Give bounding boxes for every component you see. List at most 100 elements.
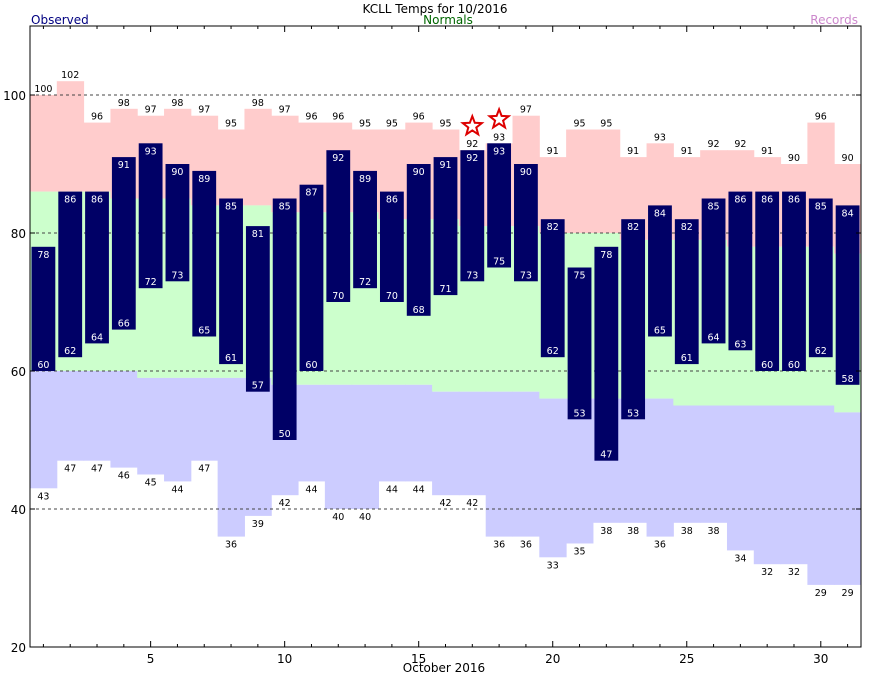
record-high-label: 95: [359, 119, 371, 130]
observed-bar: [782, 191, 806, 371]
observed-low-label: 62: [815, 346, 827, 357]
observed-low-label: 64: [91, 332, 103, 343]
record-low-band: [405, 384, 433, 482]
observed-high-label: 86: [91, 195, 103, 206]
observed-bar: [31, 246, 56, 371]
record-low-band: [485, 391, 514, 537]
observed-high-label: 93: [493, 146, 505, 157]
observed-high-label: 75: [573, 271, 585, 282]
record-low-band: [700, 405, 728, 523]
record-high-label: 97: [145, 105, 157, 116]
observed-bar: [648, 205, 672, 337]
record-high-label: 91: [627, 146, 639, 157]
record-low-label: 40: [359, 512, 371, 523]
observed-bar: [58, 191, 83, 358]
observed-high-label: 85: [225, 202, 237, 213]
observed-bar: [460, 150, 485, 282]
record-high-label: 97: [520, 105, 532, 116]
observed-high-label: 86: [734, 195, 746, 206]
record-low-band: [780, 405, 808, 565]
observed-bar: [326, 150, 351, 302]
observed-low-label: 75: [493, 257, 505, 268]
observed-high-label: 85: [815, 202, 827, 213]
record-high-band: [30, 95, 58, 192]
record-high-band: [244, 108, 272, 206]
record-high-band: [592, 129, 621, 233]
observed-high-label: 92: [332, 153, 344, 164]
observed-bar: [353, 170, 377, 289]
observed-bar: [85, 191, 109, 344]
observed-low-label: 57: [252, 381, 264, 392]
observed-high-label: 84: [654, 208, 666, 219]
observed-bar: [728, 191, 753, 351]
x-tick-label: 25: [679, 652, 694, 666]
observed-low-label: 65: [198, 326, 210, 337]
observed-high-label: 93: [145, 146, 157, 157]
observed-bar: [540, 219, 565, 358]
record-high-band: [83, 122, 111, 192]
observed-low-label: 60: [305, 360, 317, 371]
observed-bar: [138, 143, 163, 289]
record-high-label: 95: [386, 119, 398, 130]
observed-high-label: 86: [788, 195, 800, 206]
observed-low-label: 72: [145, 277, 157, 288]
observed-high-label: 82: [681, 222, 693, 233]
record-low-band: [646, 398, 674, 537]
plot-area: 100 43 78 60 102 47 86 62 96 47 86 64 98 46 91 66 97 45 93…: [3, 25, 862, 666]
observed-bar: [245, 226, 270, 392]
record-high-label: 100: [34, 84, 52, 95]
record-low-label: 36: [493, 540, 505, 551]
record-low-label: 34: [734, 553, 746, 564]
legend-records: Records: [810, 13, 858, 27]
observed-low-label: 65: [654, 326, 666, 337]
record-star-icon: [460, 113, 485, 137]
record-high-label: 90: [788, 153, 800, 164]
observed-low-label: 60: [37, 360, 49, 371]
record-high-label: 95: [573, 119, 585, 130]
observed-high-label: 89: [359, 174, 371, 185]
record-low-band: [298, 384, 326, 482]
record-star-icon: [486, 106, 512, 130]
observed-high-label: 86: [64, 195, 76, 206]
observed-bar: [272, 198, 297, 440]
observed-low-label: 47: [600, 450, 612, 461]
observed-bar: [701, 198, 726, 344]
observed-high-label: 92: [466, 153, 478, 164]
record-high-label: 93: [493, 132, 505, 143]
record-low-band: [30, 371, 58, 489]
observed-high-label: 90: [413, 167, 425, 178]
x-tick-label: 20: [545, 652, 560, 666]
record-low-label: 36: [520, 540, 532, 551]
observed-high-label: 84: [842, 208, 854, 219]
record-low-label: 43: [37, 491, 49, 502]
record-high-label: 97: [198, 105, 210, 116]
observed-bar: [192, 170, 217, 337]
record-high-label: 95: [439, 119, 451, 130]
record-low-band: [351, 384, 379, 509]
observed-high-label: 82: [627, 222, 639, 233]
observed-high-label: 86: [761, 195, 773, 206]
record-low-band: [56, 371, 85, 461]
record-low-label: 44: [171, 484, 183, 495]
observed-high-label: 85: [279, 202, 291, 213]
record-low-band: [512, 391, 540, 537]
observed-bar: [567, 267, 592, 420]
record-low-band: [432, 391, 460, 496]
observed-low-label: 66: [118, 319, 130, 330]
record-low-label: 35: [573, 547, 585, 558]
y-tick-label: 20: [11, 641, 26, 655]
record-low-band: [324, 384, 353, 509]
observed-high-label: 81: [252, 229, 264, 240]
record-low-band: [566, 398, 594, 544]
observed-low-label: 58: [842, 374, 854, 385]
record-low-label: 40: [332, 512, 344, 523]
record-low-label: 32: [761, 567, 773, 578]
record-low-label: 47: [91, 464, 103, 475]
observed-high-label: 87: [305, 188, 317, 199]
record-high-label: 92: [466, 139, 478, 150]
observed-bar: [514, 164, 538, 282]
observed-low-label: 53: [573, 408, 585, 419]
observed-high-label: 91: [118, 160, 130, 171]
record-high-label: 95: [225, 119, 237, 130]
